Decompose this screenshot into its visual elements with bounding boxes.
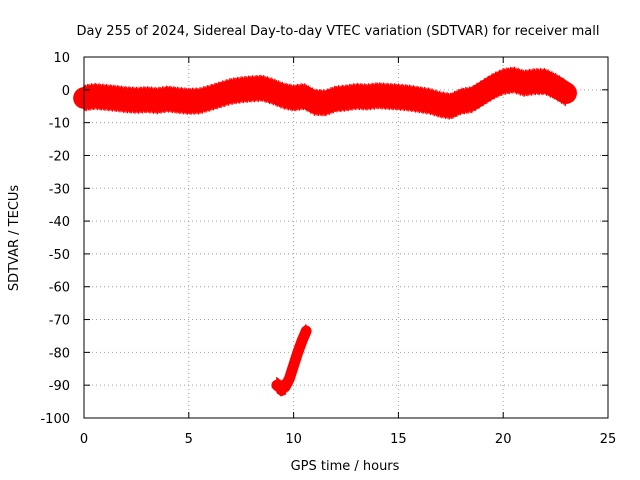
y-tick-label: -100 — [40, 412, 70, 427]
plot-frame — [83, 56, 609, 419]
y-tick-label: 10 — [53, 51, 70, 66]
x-axis-label: GPS time / hours — [291, 459, 400, 474]
y-axis-label: SDTVAR / TECUs — [7, 185, 22, 292]
x-tick-label: 5 — [185, 432, 193, 447]
y-tick-label: -30 — [49, 182, 70, 197]
x-tick-label: 25 — [600, 432, 617, 447]
x-tick-label: 10 — [285, 432, 302, 447]
chart-title: Day 255 of 2024, Sidereal Day-to-day VTE… — [77, 24, 600, 39]
y-tick-label: -90 — [49, 379, 70, 394]
data-series — [73, 66, 577, 120]
x-tick-label: 20 — [495, 432, 512, 447]
y-tick-label: -10 — [49, 117, 70, 132]
y-tick-label: -40 — [49, 215, 70, 230]
y-tick-label: -20 — [49, 149, 70, 164]
data-series — [271, 324, 312, 397]
y-tick-label: -60 — [49, 281, 70, 296]
grid — [84, 57, 608, 418]
x-tick-label: 0 — [80, 432, 88, 447]
x-tick-label: 15 — [390, 432, 407, 447]
axes: 10 0 -10 -20 -30 -40 -50 -60 -70 -80 -90 -100 0 5 10 15… — [40, 51, 616, 447]
plot-area — [73, 66, 577, 397]
y-tick-label: 0 — [62, 84, 70, 99]
y-tick-label: -80 — [49, 346, 70, 361]
y-tick-label: -50 — [49, 248, 70, 263]
y-tick-label: -70 — [49, 314, 70, 329]
